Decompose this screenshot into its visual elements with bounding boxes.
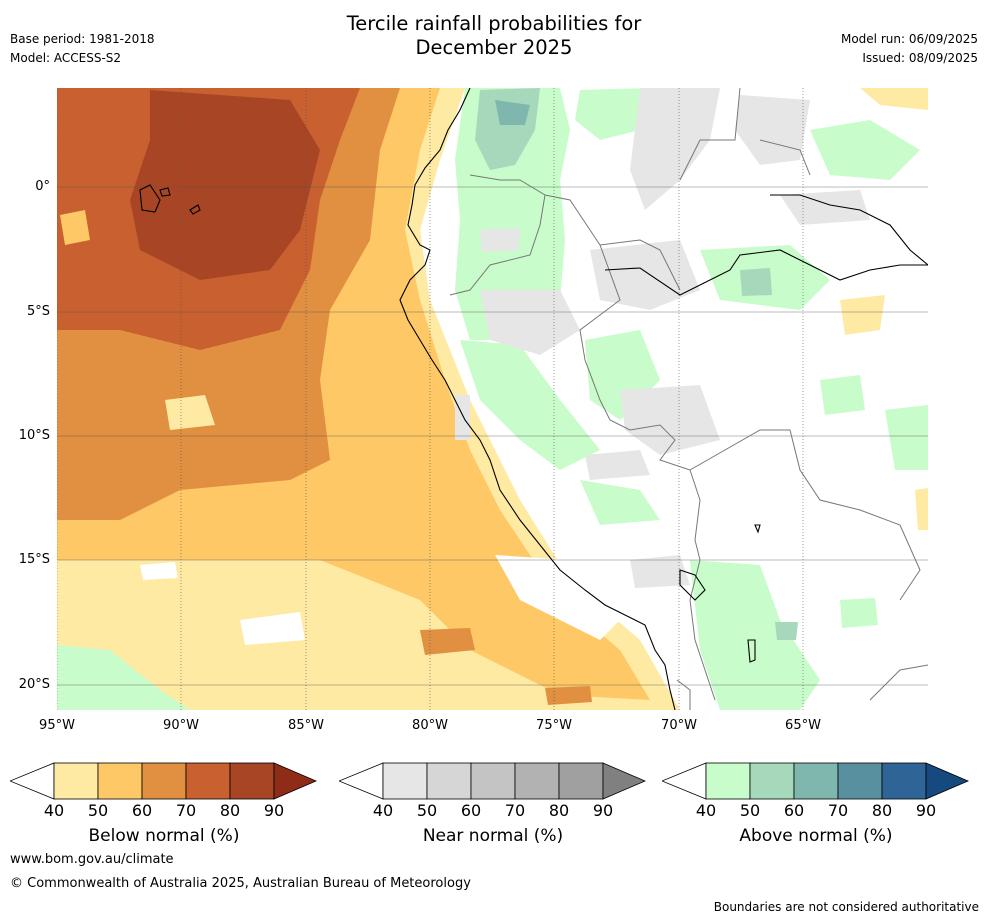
model-name: Model: ACCESS-S2	[10, 51, 122, 65]
cbar-extend-low	[10, 762, 55, 800]
lat-label-20s: 20°S	[18, 677, 50, 692]
cbar1-tick: 90	[263, 801, 285, 820]
lon-label-80w: 80°W	[412, 718, 448, 733]
cbar2-tick: 50	[416, 801, 438, 820]
cbar3-tick: 90	[915, 801, 937, 820]
lat-label-15s: 15°S	[18, 552, 50, 567]
cbar-extend-low	[339, 762, 384, 800]
lon-label-90w: 90°W	[163, 718, 199, 733]
graticule	[57, 88, 928, 710]
colorbar-below-normal	[10, 762, 318, 800]
cbar1-tick: 60	[131, 801, 153, 820]
cbar3-tick: 70	[827, 801, 849, 820]
cbar3-tick: 40	[695, 801, 717, 820]
colorbar-near-normal	[339, 762, 647, 800]
cbar-seg	[837, 762, 883, 800]
cbar-seg	[97, 762, 143, 800]
coastline	[139, 88, 928, 710]
country-borders	[449, 88, 928, 710]
cbar2-tick: 80	[548, 801, 570, 820]
lat-label-10s: 10°S	[18, 428, 50, 443]
cbar-extend-high	[273, 762, 318, 800]
cbar-seg	[514, 762, 560, 800]
lon-label-75w: 75°W	[536, 718, 572, 733]
below-normal-shading	[57, 88, 928, 710]
cbar-extend-high	[602, 762, 647, 800]
lon-label-65w: 65°W	[785, 718, 821, 733]
cbar3-label: Above normal (%)	[739, 826, 893, 846]
cbar1-label: Below normal (%)	[88, 826, 240, 846]
cbar2-tick: 90	[592, 801, 614, 820]
cbar3-tick: 80	[871, 801, 893, 820]
lat-label-5s: 5°S	[26, 304, 50, 319]
cbar-seg	[382, 762, 428, 800]
title-line-1: Tercile rainfall probabilities for	[346, 12, 642, 35]
lat-label-0: 0°	[35, 179, 50, 194]
cbar2-label: Near normal (%)	[422, 826, 564, 846]
cbar-seg	[53, 762, 99, 800]
cbar2-tick: 60	[460, 801, 482, 820]
map-title: Tercile rainfall probabilities for Decem…	[0, 12, 988, 60]
issued-date: Issued: 08/09/2025	[862, 51, 978, 65]
cbar2-tick: 70	[504, 801, 526, 820]
cbar-seg	[141, 762, 187, 800]
lon-label-70w: 70°W	[661, 718, 697, 733]
lon-label-95w: 95°W	[39, 718, 75, 733]
cbar3-tick: 50	[739, 801, 761, 820]
cbar-seg	[185, 762, 231, 800]
footer-url[interactable]: www.bom.gov.au/climate	[10, 852, 174, 867]
model-run: Model run: 06/09/2025	[840, 32, 978, 46]
cbar-seg	[705, 762, 751, 800]
cbar-seg	[881, 762, 927, 800]
cbar2-tick: 40	[372, 801, 394, 820]
cbar-seg	[426, 762, 472, 800]
footer-copyright: © Commonwealth of Australia 2025, Austra…	[10, 876, 471, 891]
colorbar-above-normal	[662, 762, 970, 800]
cbar1-tick: 70	[175, 801, 197, 820]
footer-disclaimer: Boundaries are not considered authoritat…	[713, 900, 979, 914]
cbar-seg	[558, 762, 604, 800]
above-normal-shading	[455, 88, 928, 710]
near-normal-shading	[455, 88, 870, 588]
cbar1-tick: 50	[87, 801, 109, 820]
cbar1-tick: 80	[219, 801, 241, 820]
cbar-extend-high	[925, 762, 970, 800]
base-period: Base period: 1981-2018	[10, 32, 155, 46]
cbar-seg	[229, 762, 275, 800]
cbar-extend-low	[662, 762, 707, 800]
cbar3-tick: 60	[783, 801, 805, 820]
lon-label-85w: 85°W	[288, 718, 324, 733]
rainfall-probability-map	[57, 88, 928, 710]
cbar-seg	[470, 762, 516, 800]
title-line-2: December 2025	[415, 36, 573, 59]
cbar1-tick: 40	[43, 801, 65, 820]
cbar-seg	[793, 762, 839, 800]
cbar-seg	[749, 762, 795, 800]
